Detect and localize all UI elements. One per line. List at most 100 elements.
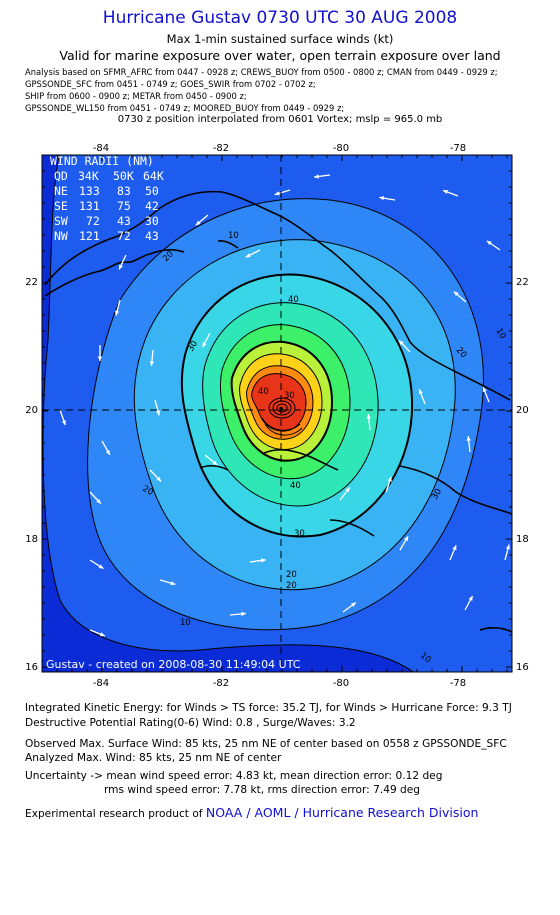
wind-vector-arrow: [274, 189, 291, 196]
credit-line: Experimental research product of NOAA / …: [25, 805, 478, 820]
wind-vector-arrow: [464, 595, 474, 611]
x-tick-label: -84: [93, 143, 109, 154]
contour-label: 30: [294, 529, 305, 539]
wind-vector-arrow: [442, 189, 459, 197]
contour-label: 10: [180, 618, 191, 628]
wind-vector-arrow: [204, 454, 218, 466]
wind-vector-arrow: [249, 558, 266, 563]
contour-label: 20: [286, 581, 297, 591]
wind-radii-cell: 30: [145, 214, 159, 228]
wind-vector-arrow: [149, 349, 155, 366]
wind-radii-table: WIND RADII (NM) QD 34K 50K 64K NE 133 83…: [50, 154, 164, 243]
uncertainty-rms-line: rms wind speed error: 7.78 kt, rms direc…: [104, 784, 421, 796]
contour-label: 30: [430, 487, 444, 501]
wind-radii-cell: 42: [145, 199, 159, 213]
wind-radii-cell: 131: [79, 199, 100, 213]
wind-vector-arrow: [398, 339, 411, 353]
center-crosshair: [42, 155, 512, 672]
wind-radii-cell: 43: [117, 214, 131, 228]
map-title: Hurricane Gustav 0730 UTC 30 AUG 2008: [102, 8, 458, 28]
wind-vector-arrow: [97, 344, 103, 362]
wind-radii-title: WIND RADII (NM): [50, 154, 154, 168]
y-tick-label: 20: [516, 405, 529, 416]
contour-label: 20: [141, 484, 155, 498]
creation-stamp: Gustav - created on 2008-08-30 11:49:04 …: [46, 658, 301, 671]
contour-label: 10: [493, 327, 507, 341]
y-tick-label: 22: [516, 277, 529, 288]
x-tick-label: -78: [450, 678, 466, 689]
wind-vector-arrow: [159, 579, 176, 586]
observed-max-wind-line: Observed Max. Surface Wind: 85 kts, 25 n…: [25, 738, 507, 750]
wind-contour-field: [42, 155, 512, 672]
wind-field-map: -84 -82 -80 -78 -84 -82 -80 -78 22 20 18…: [25, 143, 528, 689]
contour-label: 30: [186, 339, 200, 353]
y-tick-label: 16: [516, 662, 529, 673]
contour-label: 40: [258, 387, 269, 397]
y-tick-label: 18: [25, 534, 38, 545]
wind-vector-arrow: [385, 476, 392, 493]
contour-labels: 10 20 30 40 10 20 30 40 20 30 20 10 10 2…: [141, 231, 508, 665]
wind-radii-header: QD 34K 50K 64K: [54, 169, 164, 183]
wind-vector-arrow: [449, 544, 457, 561]
analyzed-max-wind-line: Analyzed Max. Wind: 85 kts, 25 nm NE of …: [25, 752, 282, 764]
ike-line: Integrated Kinetic Energy: for Winds > T…: [25, 702, 512, 714]
wind-vector-arrow: [453, 291, 467, 303]
wind-vector-arrow: [59, 409, 66, 426]
wind-vector-arrow: [149, 469, 162, 482]
source-line-3: SHIP from 0600 - 0900 z; METAR from 0450…: [25, 91, 247, 101]
x-tick-label: -80: [333, 143, 349, 154]
x-tick-label: -82: [213, 678, 229, 689]
wind-vector-arrow: [201, 332, 211, 348]
wind-vector-arrow: [379, 195, 396, 201]
source-line-1: Analysis based on SFMR_AFRC from 0447 - …: [25, 67, 498, 77]
wind-vector-arrow: [482, 386, 490, 403]
source-line-4: GPSSONDE_WL150 from 0451 - 0749 z; MOORE…: [25, 103, 345, 113]
credit-prefix: Experimental research product of: [25, 808, 203, 820]
wind-radii-cell: 121: [79, 229, 100, 243]
contour-label: 40: [288, 295, 299, 305]
y-tick-label: 20: [25, 405, 38, 416]
uncertainty-mean-line: Uncertainty -> mean wind speed error: 4.…: [25, 770, 443, 782]
wind-vector-arrow: [342, 602, 357, 613]
position-note: 0730 z position interpolated from 0601 V…: [117, 114, 443, 125]
wind-vector-arrow: [314, 174, 331, 179]
y-tick-label: 16: [25, 662, 38, 673]
wind-vector-arrow: [114, 299, 121, 316]
wind-vector-arrow: [245, 249, 261, 258]
wind-radii-cell: 72: [117, 229, 131, 243]
contour-label: 30: [284, 391, 295, 401]
wind-vector-arrow: [486, 240, 501, 251]
wind-radii-cell: QD: [54, 169, 68, 183]
x-tick-label: -82: [213, 143, 229, 154]
y-tick-label: 18: [516, 534, 529, 545]
coastline: [44, 190, 512, 633]
wind-radii-cell: 72: [86, 214, 100, 228]
wind-radii-cell: 133: [79, 184, 100, 198]
contour-label: 20: [286, 570, 297, 580]
map-subtitle-units: Max 1-min sustained surface winds (kt): [166, 32, 394, 46]
wind-vector-arrow: [101, 440, 111, 456]
wind-radii-cell: SW: [54, 214, 68, 228]
destructive-potential-line: Destructive Potential Rating(0-6) Wind: …: [25, 717, 356, 729]
wind-vectors: [59, 174, 511, 637]
wind-radii-cell: 75: [117, 199, 131, 213]
wind-vector-arrow: [89, 629, 106, 637]
wind-radii-cell: 50K: [113, 169, 134, 183]
plot-frame: [41, 154, 513, 673]
wind-radii-cell: 34K: [78, 169, 99, 183]
wind-band-max: [251, 373, 306, 432]
wind-radii-cell: SE: [54, 199, 68, 213]
map-subtitle-exposure: Valid for marine exposure over water, op…: [59, 48, 501, 63]
wind-vector-arrow: [154, 399, 161, 416]
wind-vector-arrow: [504, 544, 511, 561]
wind-radii-cell: 50: [145, 184, 159, 198]
wind-vector-arrow: [339, 486, 351, 501]
axis-ticks: [41, 154, 512, 672]
contour-label: 10: [228, 231, 239, 241]
wind-radii-row: SE 131 75 42: [54, 199, 159, 213]
wind-vector-arrow: [89, 559, 104, 570]
wind-vector-arrow: [89, 491, 102, 505]
wind-vector-arrow: [195, 214, 209, 226]
wind-radii-cell: 64K: [143, 169, 164, 183]
axis-tick-labels: -84 -82 -80 -78 -84 -82 -80 -78 22 20 18…: [25, 143, 528, 689]
